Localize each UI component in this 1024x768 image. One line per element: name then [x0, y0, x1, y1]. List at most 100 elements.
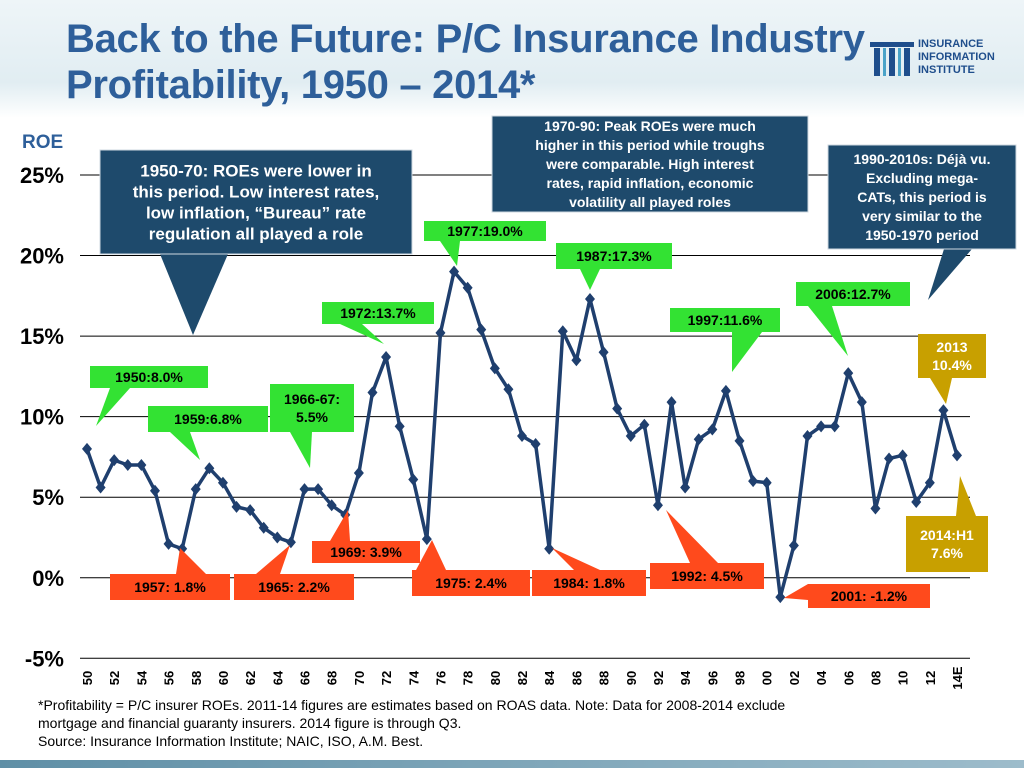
y-tick-label: 25%: [20, 163, 64, 188]
label-2001-box: [808, 584, 930, 608]
y-tick-label: 0%: [32, 566, 64, 591]
roe-data-point: [720, 384, 731, 397]
label-1965-pointer: [256, 545, 290, 574]
roe-data-point: [870, 502, 881, 515]
y-tick-label: -5%: [25, 646, 64, 671]
roe-data-point: [639, 418, 650, 431]
x-tick-label: 64: [270, 670, 285, 685]
label-1950-text: 1950:8.0%: [115, 369, 183, 385]
roe-data-point: [571, 354, 582, 367]
roe-data-point: [584, 293, 595, 306]
x-tick-label: 52: [107, 671, 122, 685]
roe-data-point: [788, 539, 799, 552]
roe-data-point: [557, 325, 568, 338]
label-1972-text: 1972:13.7%: [340, 305, 416, 321]
x-tick-label: 88: [597, 671, 612, 685]
roe-data-point: [612, 402, 623, 415]
iii-logo: INSURANCE INFORMATION INSTITUTE: [868, 36, 1018, 80]
roe-data-point: [408, 473, 419, 486]
label-1966-67-box: [270, 384, 354, 432]
y-tick-label: 10%: [20, 405, 64, 430]
x-tick-label: 94: [678, 670, 693, 685]
x-tick-label: 82: [515, 671, 530, 685]
roe-data-point: [707, 423, 718, 436]
roe-data-point: [353, 467, 364, 480]
label-1969-text: 1969: 3.9%: [330, 544, 402, 560]
roe-data-point: [775, 591, 786, 604]
label-1959-text: 1959:6.8%: [174, 411, 242, 427]
footnote: *Profitability = P/C insurer ROEs. 2011-…: [38, 696, 938, 750]
roe-data-point: [884, 452, 895, 465]
label-2013-pointer: [930, 378, 952, 404]
label-2014-pointer: [956, 476, 976, 516]
label-2013-box: [918, 334, 986, 378]
navy-callout-1990-2010s-pointer: [928, 249, 972, 300]
x-tick-label: 78: [461, 671, 476, 685]
label-1975-text: 1975: 2.4%: [435, 575, 507, 591]
label-1975-box: [412, 570, 530, 596]
x-tick-label: 58: [189, 671, 204, 685]
roe-data-point: [299, 483, 310, 496]
label-1977-text: 1977:19.0%: [447, 223, 523, 239]
roe-data-point: [544, 542, 555, 555]
page-title: Back to the Future: P/C Insurance Indust…: [66, 17, 865, 107]
label-1969-box: [312, 541, 420, 563]
roe-data-point: [367, 386, 378, 399]
roe-data-point: [285, 536, 296, 549]
label-2013-text: 2013 10.4%: [932, 339, 972, 373]
x-tick-label: 90: [624, 671, 639, 685]
roe-data-point: [924, 476, 935, 489]
x-tick-label: 12: [923, 671, 938, 685]
roe-data-point: [136, 458, 147, 471]
roe-data-point: [952, 449, 963, 462]
x-tick-label: 04: [814, 670, 829, 685]
label-1950-pointer: [96, 388, 130, 426]
roe-data-point: [911, 496, 922, 509]
roe-data-point: [476, 323, 487, 336]
label-2014-box: [906, 516, 988, 572]
label-1977-box: [424, 221, 546, 241]
label-2001-pointer: [784, 584, 808, 600]
label-1987-pointer: [580, 269, 600, 290]
roe-data-point: [449, 265, 460, 278]
label-2006-box: [796, 282, 910, 306]
roe-data-point: [530, 438, 541, 451]
roe-data-point: [435, 326, 446, 339]
label-1965-box: [234, 574, 354, 600]
roe-data-point: [95, 481, 106, 494]
x-tick-label: 84: [542, 670, 557, 685]
logo-line: INFORMATION: [918, 51, 995, 63]
label-1965-text: 1965: 2.2%: [258, 579, 330, 595]
iii-logo-mark-icon: [870, 42, 914, 76]
x-tick-label: 96: [705, 671, 720, 685]
roe-data-point: [82, 442, 92, 455]
roe-data-point: [245, 504, 256, 517]
roe-data-point: [204, 462, 215, 475]
navy-callout-1950-70-box: [99, 149, 413, 255]
x-tick-label: 14E: [950, 666, 965, 689]
x-tick-label: 10: [896, 671, 911, 685]
roe-data-point: [761, 476, 772, 489]
label-1969-pointer: [330, 510, 350, 541]
label-2006-pointer: [808, 306, 848, 356]
x-tick-label: 00: [760, 671, 775, 685]
roe-data-point: [394, 420, 405, 433]
roe-data-point: [748, 475, 759, 488]
roe-data-point: [231, 500, 242, 513]
label-1950-box: [90, 366, 208, 388]
x-tick-label: 92: [651, 671, 666, 685]
label-1957-pointer: [176, 548, 206, 574]
x-tick-label: 02: [787, 671, 802, 685]
roe-data-point: [272, 531, 283, 544]
footnote-line: Source: Insurance Information Institute;…: [38, 733, 424, 749]
roe-data-point: [897, 449, 908, 462]
x-tick-label: 66: [298, 671, 313, 685]
label-1957-text: 1957: 1.8%: [134, 579, 206, 595]
label-1959-box: [148, 406, 268, 432]
y-axis-label: ROE: [22, 132, 63, 153]
roe-data-point: [802, 429, 813, 442]
x-tick-label: 56: [162, 671, 177, 685]
roe-line-chart: 25% 20% 15% 10% 5% 0% -5% ROE 50 52 54 56 58 60 62 64 66…: [20, 115, 1017, 690]
roe-data-point: [217, 476, 228, 489]
label-1977-pointer: [440, 241, 460, 266]
